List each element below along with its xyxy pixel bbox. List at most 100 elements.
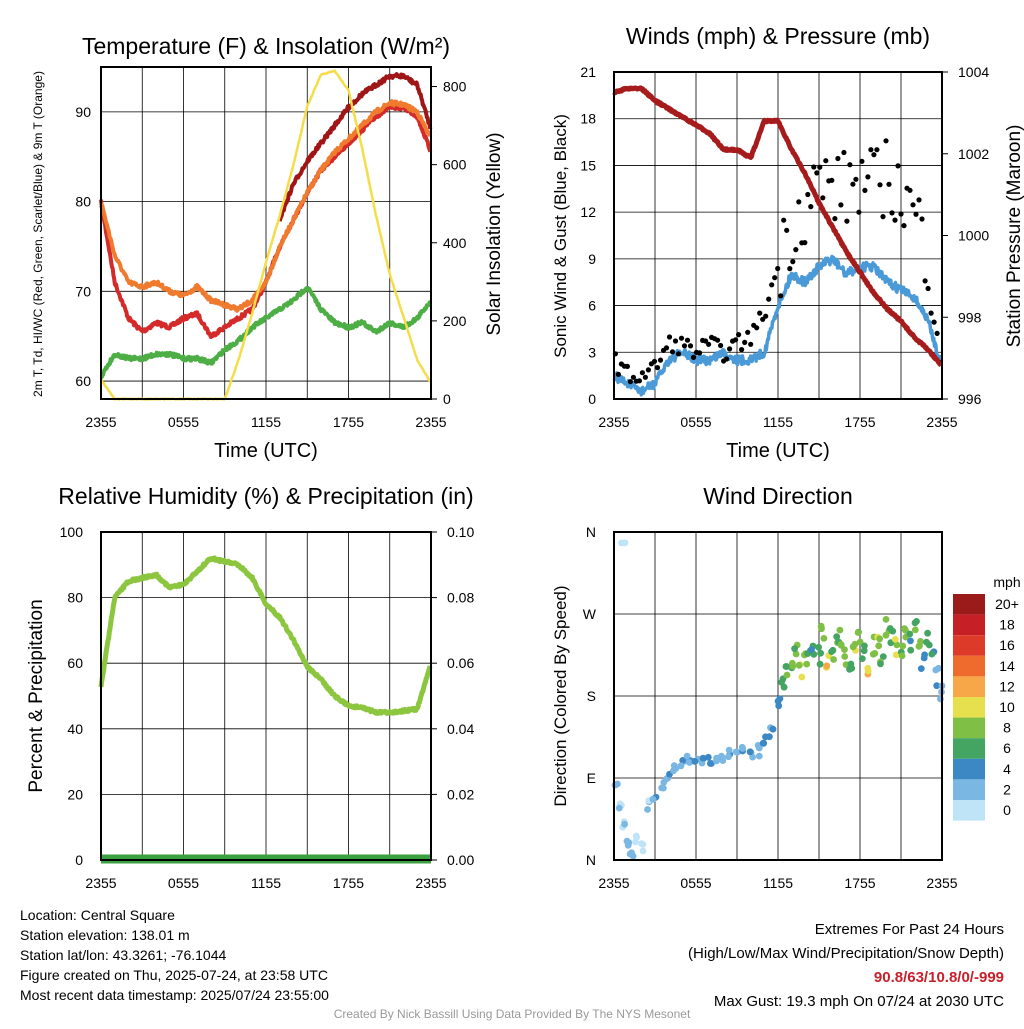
legend-swatch (953, 655, 985, 677)
y-right-tick-label: 1004 (958, 64, 989, 80)
legend-swatch (953, 614, 985, 636)
gust-point (745, 329, 751, 335)
gust-point (841, 149, 847, 156)
wind-direction-point (817, 649, 824, 657)
wind-direction-point (699, 754, 707, 762)
gust-point (718, 342, 724, 349)
wind-direction-point (783, 663, 791, 670)
x-axis-label: Time (UTC) (214, 440, 318, 462)
wind-direction-point (683, 752, 691, 760)
wind-direction-point (911, 626, 919, 634)
gust-point (895, 163, 901, 169)
wind-direction-point (833, 633, 841, 641)
gust-point (787, 266, 793, 272)
wind-direction-point (816, 660, 824, 668)
gust-point (657, 357, 664, 363)
legend-label: 8 (1003, 720, 1011, 736)
wind-direction-point (899, 642, 907, 650)
wind-direction-point (848, 664, 856, 672)
y-right-tick-label: 800 (443, 79, 467, 95)
y-tick-label: W (583, 606, 597, 622)
wind-direction-point (776, 695, 784, 702)
gust-point (874, 147, 880, 153)
latlon-text: Station lat/lon: 43.3261; -76.1044 (20, 947, 227, 963)
wind-direction-point (707, 760, 714, 767)
legend-swatch (953, 635, 985, 656)
gust-point (687, 343, 694, 349)
gust-point (772, 275, 778, 281)
gust-point (805, 191, 811, 198)
gust-point (630, 374, 637, 380)
y-right-tick-label: 1002 (958, 146, 989, 162)
gust-point (690, 354, 697, 360)
y-right-tick-label: 600 (443, 157, 467, 173)
wind-direction-point (841, 653, 849, 660)
legend-label: 6 (1003, 740, 1011, 756)
sonic-wind-line (612, 254, 944, 397)
x-tick-label: 1155 (251, 875, 281, 891)
created-text: Figure created on Thu, 2025-07-24, at 23… (20, 967, 328, 983)
wind-direction-point (766, 733, 773, 741)
y-right-tick-label: 0.00 (447, 852, 474, 868)
gust-point (654, 365, 661, 371)
x-tick-label: 2355 (926, 875, 957, 891)
y-tick-label: 40 (67, 721, 83, 737)
gust-point (672, 338, 679, 344)
wind-direction-point (841, 646, 848, 653)
chart-title: Temperature (F) & Insolation (W/m²) (82, 33, 450, 59)
gust-point (736, 332, 742, 338)
gust-point (739, 347, 745, 353)
gust-point (934, 330, 940, 336)
wind-direction-point (719, 757, 727, 764)
wind-direction-point (921, 651, 928, 659)
wind-direction-point (783, 671, 791, 679)
gust-point (835, 155, 841, 162)
y-right-tick-label: 1000 (958, 228, 989, 244)
wind-direction-point (858, 655, 866, 662)
gust-point (627, 379, 634, 385)
gust-point (832, 216, 838, 222)
gust-point (697, 350, 703, 356)
y-axis-label: Sonic Wind & Gust (Blue, Black) (551, 114, 570, 358)
wind-direction-point (725, 746, 733, 754)
wind-direction-point (933, 682, 941, 690)
x-axis-label: Time (UTC) (726, 440, 830, 462)
legend-swatch (953, 758, 985, 780)
y-right-axis-label: Station Pressure (Maroon) (1004, 125, 1024, 348)
y-tick-label: 6 (588, 298, 596, 314)
gust-point (928, 310, 934, 316)
x-tick-label: 0555 (680, 414, 711, 430)
x-tick-label: 2355 (415, 414, 446, 430)
dewpoint-line (99, 285, 432, 380)
y-right-axis-label: Solar Insolation (Yellow) (484, 132, 505, 335)
relative-humidity-line (98, 555, 433, 716)
x-tick-label: 0555 (168, 875, 199, 891)
panel-3 (100, 532, 432, 860)
x-tick-label: 1155 (251, 414, 281, 430)
gust-point (781, 217, 787, 223)
y-tick-label: S (587, 688, 596, 704)
y-tick-label: E (587, 770, 596, 786)
wind-direction-point (917, 638, 924, 645)
y-right-tick-label: 0.08 (447, 590, 474, 606)
wind-direction-point (935, 664, 942, 672)
wind-direction-point (625, 839, 633, 847)
wind-direction-point (789, 662, 797, 670)
wind-direction-point (892, 651, 900, 659)
wind-direction-point (754, 742, 762, 749)
gust-point (919, 216, 925, 222)
wind-direction-point (924, 629, 931, 637)
gust-point (651, 358, 658, 364)
gust-point (916, 197, 922, 203)
gust-point (838, 202, 844, 208)
wind-direction-point (639, 841, 647, 848)
x-tick-label: 2355 (598, 875, 629, 891)
gust-point (811, 164, 817, 170)
chart-title: Wind Direction (703, 483, 853, 509)
gust-point (681, 343, 688, 349)
wind-direction-point (829, 646, 837, 654)
gust-point (615, 371, 622, 377)
gust-point (817, 164, 823, 170)
wind-direction-point (632, 838, 639, 846)
wind-direction-point (691, 757, 699, 765)
